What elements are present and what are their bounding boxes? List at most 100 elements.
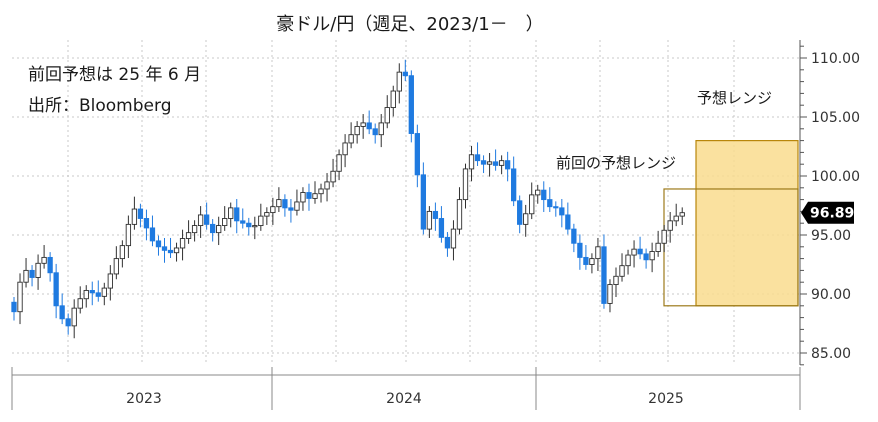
candle (210, 219, 216, 242)
candle (366, 110, 372, 135)
candle-body (504, 160, 511, 170)
candle (661, 224, 667, 253)
candle (71, 299, 77, 339)
candle (492, 149, 499, 171)
candle (89, 281, 95, 306)
y-tick-label: 100.00 (811, 169, 860, 185)
candle-body (577, 242, 583, 258)
candle-body (529, 194, 535, 215)
candle (541, 181, 547, 212)
candle-body (282, 199, 288, 209)
grid (12, 40, 800, 365)
candle-body (480, 160, 487, 165)
candle (619, 253, 625, 282)
candle-body (119, 245, 126, 260)
candle-body (601, 246, 607, 304)
candle (450, 220, 457, 261)
candle (589, 253, 595, 274)
candle-body (276, 199, 282, 208)
candle (456, 187, 463, 235)
candle-body (35, 262, 41, 278)
candle (197, 206, 204, 238)
candle-body (378, 122, 384, 136)
candle-body (173, 247, 180, 254)
candle-body (107, 273, 113, 289)
candle (468, 145, 475, 182)
candle-body (288, 207, 294, 211)
candle-body (571, 228, 577, 244)
candle-body (252, 225, 258, 228)
candle (607, 279, 613, 313)
candle-body (222, 218, 228, 227)
candle (613, 267, 619, 297)
candle-body (535, 189, 541, 196)
candle-body (294, 201, 300, 211)
candle-body (444, 236, 451, 249)
candle (41, 245, 47, 269)
candle-body (113, 258, 119, 275)
candle-body (450, 228, 457, 249)
candle (390, 85, 396, 117)
candle-body (95, 292, 101, 297)
candle (571, 223, 577, 253)
candle-body (77, 298, 83, 309)
candle-body (661, 229, 667, 244)
candle-body (414, 133, 420, 176)
candle (444, 232, 451, 257)
candle-body (523, 213, 529, 225)
y-tick-label: 105.00 (811, 110, 860, 126)
candle-body (625, 254, 631, 267)
candle-body (673, 215, 679, 222)
candle-body (348, 134, 354, 144)
candle (234, 199, 240, 234)
candle-body (240, 220, 246, 224)
candle-body (155, 240, 162, 248)
candle-body (228, 207, 234, 219)
candle-body (619, 265, 625, 277)
candle-body (246, 222, 252, 228)
candle-body (11, 301, 17, 313)
candle (77, 286, 83, 314)
candle-body (270, 206, 276, 214)
candle-body (312, 193, 318, 199)
candle (336, 149, 342, 181)
forecast-ranges (663, 140, 799, 307)
candle (384, 95, 390, 129)
last-price-marker: 96.89 (801, 201, 854, 224)
candle-body (354, 125, 360, 136)
candle-body (101, 287, 107, 297)
candle-body (613, 275, 619, 286)
candle-body (264, 212, 270, 217)
candle (324, 173, 330, 202)
candle (438, 206, 445, 243)
candle (535, 184, 541, 204)
candle-body (149, 227, 156, 242)
candle-body (384, 107, 390, 124)
candle-body (53, 272, 59, 307)
candle (426, 206, 433, 238)
candle-body (366, 122, 372, 130)
candle-body (486, 161, 493, 165)
candle-body (589, 258, 595, 265)
candle-body (71, 307, 77, 327)
candle (667, 211, 673, 243)
candle-body (517, 200, 523, 225)
chart-title: 豪ドル/円（週足、2023/1－ ） (276, 14, 543, 35)
candle (577, 234, 583, 270)
candle (17, 273, 23, 325)
candle-body (167, 249, 174, 254)
label-forecast-range: 予想レンジ (697, 89, 772, 107)
candle (23, 258, 29, 288)
candle-body (125, 223, 132, 247)
candle (191, 220, 198, 242)
candle-body (17, 281, 23, 313)
candle (246, 217, 252, 236)
candle-body (438, 218, 445, 238)
candle (258, 203, 264, 231)
candle (360, 114, 366, 139)
candle (167, 237, 174, 259)
candle (125, 215, 132, 259)
note-source: 出所：Bloomberg (28, 96, 171, 116)
candle-body (131, 208, 138, 225)
candle (185, 220, 192, 244)
